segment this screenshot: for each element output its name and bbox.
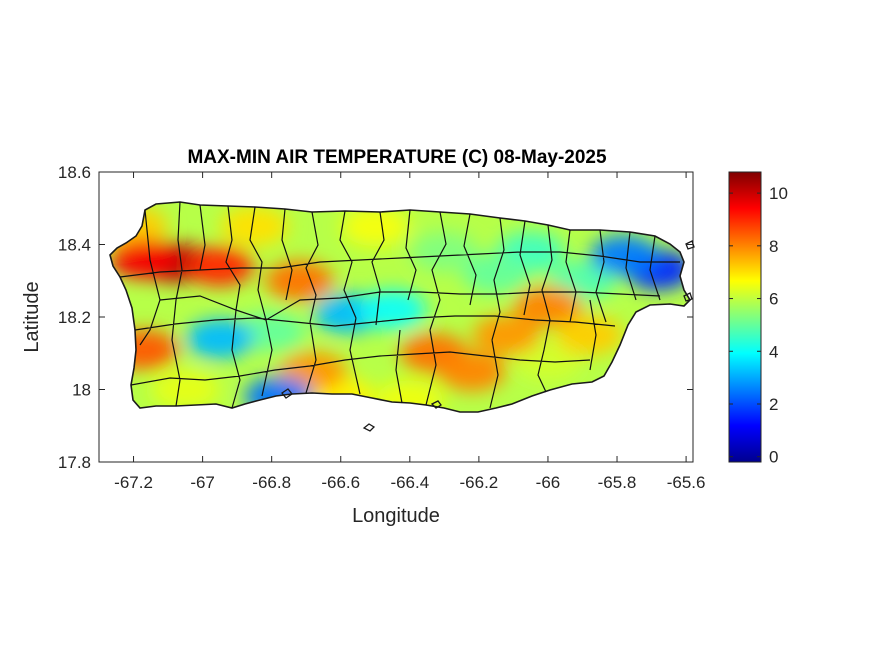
x-tick-label: -66.6 <box>321 473 360 492</box>
colorbar-tick-label: 0 <box>769 448 778 467</box>
heat-spot <box>151 369 220 410</box>
heat-spot <box>220 206 289 247</box>
island-outline <box>109 201 692 413</box>
coastline-and-municipal-boundaries <box>109 201 695 432</box>
chart-title: MAX-MIN AIR TEMPERATURE (C) 08-May-2025 <box>187 147 607 168</box>
y-tick-label: 18 <box>72 381 91 400</box>
municipal-boundaries <box>119 201 680 409</box>
heat-spot <box>410 231 479 272</box>
colorbar: 0 2 4 6 8 10 <box>728 171 788 467</box>
y-axis-ticks: 17.8 18 18.2 18.4 18.6 <box>58 163 693 472</box>
heat-spot <box>265 260 334 301</box>
heat-spot <box>472 315 541 356</box>
y-axis-label: Latitude <box>21 281 43 352</box>
colorbar-ticks: 0 2 4 6 8 10 <box>729 184 788 467</box>
heat-spot <box>589 235 658 276</box>
x-axis-label: Longitude <box>352 505 440 527</box>
heat-spot <box>185 318 254 359</box>
y-tick-label: 17.8 <box>58 453 91 472</box>
heat-spot <box>110 239 178 279</box>
heat-spot <box>358 289 427 330</box>
x-tick-label: -67.2 <box>114 473 153 492</box>
x-axis-ticks: -67.2 -67 -66.8 -66.6 -66.4 -66.2 -66 -65.8 -65.… <box>114 172 705 492</box>
x-tick-label: -66 <box>536 473 561 492</box>
heat-spot <box>437 351 506 392</box>
x-tick-label: -66.4 <box>390 473 429 492</box>
y-tick-label: 18.6 <box>58 163 91 182</box>
temperature-field <box>110 202 690 412</box>
heat-spot <box>513 340 582 381</box>
x-tick-label: -67 <box>190 473 215 492</box>
x-tick-label: -65.8 <box>598 473 637 492</box>
small-islets <box>281 240 695 432</box>
colorbar-tick-label: 8 <box>769 237 778 256</box>
colorbar-tick-label: 2 <box>769 395 778 414</box>
y-tick-label: 18.4 <box>58 236 91 255</box>
x-tick-label: -66.8 <box>252 473 291 492</box>
colorbar-tick-label: 4 <box>769 342 778 361</box>
x-tick-label: -66.2 <box>460 473 499 492</box>
colorbar-tick-label: 10 <box>769 184 788 203</box>
heat-spot <box>185 246 254 287</box>
colorbar-tick-label: 6 <box>769 290 778 309</box>
x-tick-label: -65.6 <box>667 473 706 492</box>
colorbar-gradient <box>728 171 762 463</box>
y-tick-label: 18.2 <box>58 308 91 327</box>
heat-spot <box>513 286 582 327</box>
heat-spot <box>341 206 410 247</box>
